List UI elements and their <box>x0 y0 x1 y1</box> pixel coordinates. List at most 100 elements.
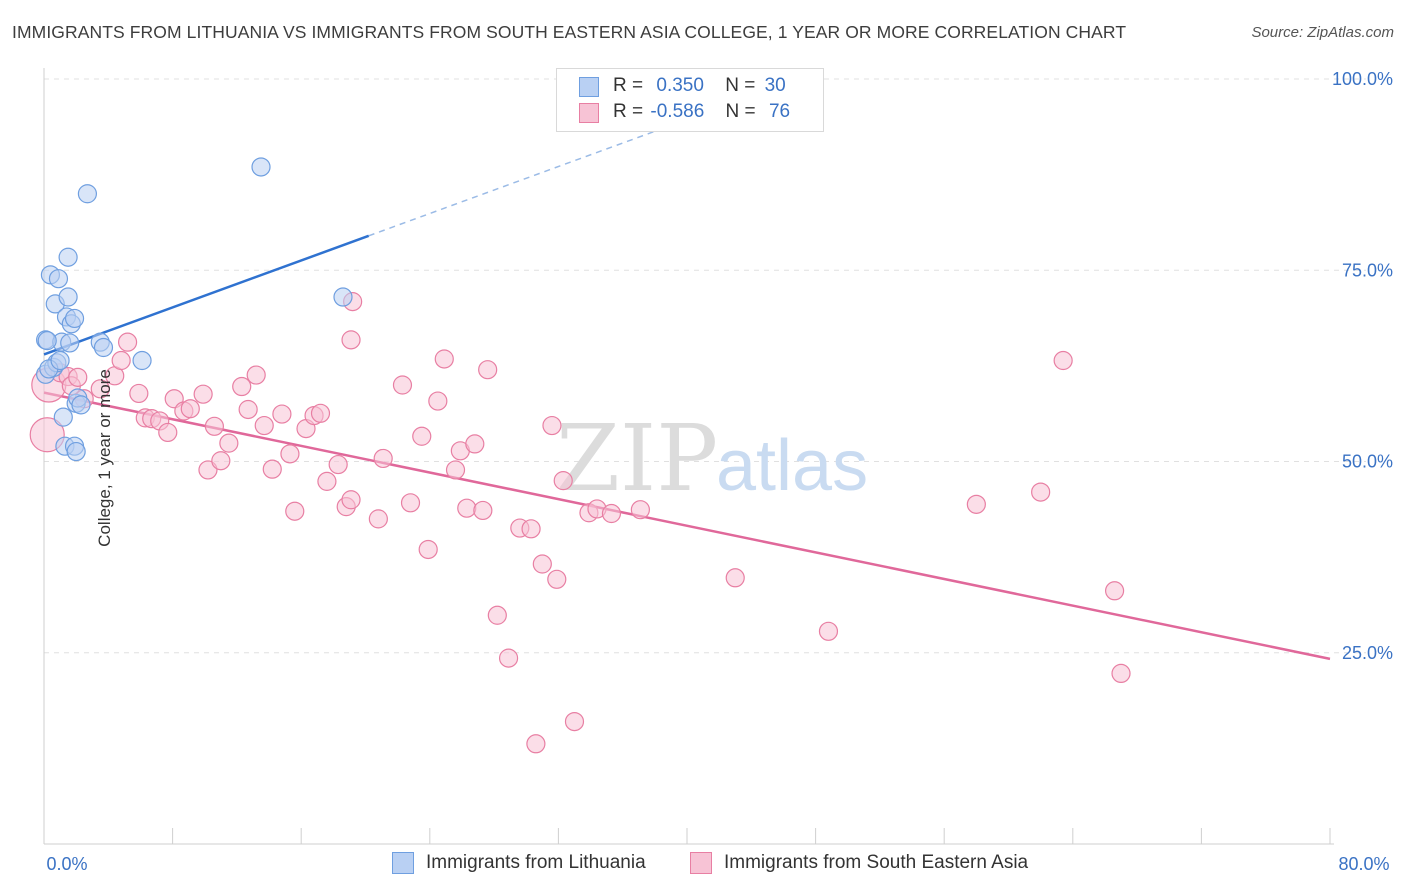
point-southeast-asia <box>317 471 337 491</box>
point-southeast-asia <box>553 471 573 491</box>
point-southeast-asia <box>564 711 585 732</box>
chart-title: IMMIGRANTS FROM LITHUANIA VS IMMIGRANTS … <box>12 22 1127 42</box>
point-lithuania <box>60 333 80 353</box>
lithuania-swatch <box>579 77 599 97</box>
point-southeast-asia <box>1111 663 1131 684</box>
point-southeast-asia <box>368 509 388 529</box>
n-label: N = <box>725 75 756 96</box>
point-southeast-asia <box>392 375 413 395</box>
point-lithuania <box>58 247 78 267</box>
point-southeast-asia <box>180 399 200 419</box>
point-southeast-asia <box>428 391 448 411</box>
y-tick-label: 25.0% <box>1342 643 1393 663</box>
point-southeast-asia <box>418 539 438 560</box>
n-value: 76 <box>768 101 791 122</box>
watermark-atlas: atlas <box>716 426 868 506</box>
point-southeast-asia <box>373 448 393 469</box>
r-value: -0.586 <box>650 101 705 122</box>
point-southeast-asia <box>117 332 138 352</box>
point-lithuania <box>77 184 98 204</box>
point-lithuania <box>132 350 152 371</box>
stats-legend: R = 0.350 N = 30 R = -0.586 N = 76 <box>556 68 824 132</box>
point-southeast-asia <box>1104 581 1125 601</box>
series-legend: Immigrants from Lithuania Immigrants fro… <box>0 850 1406 880</box>
point-southeast-asia <box>966 494 986 514</box>
point-southeast-asia <box>457 498 477 518</box>
point-southeast-asia <box>310 403 331 423</box>
point-southeast-asia <box>232 376 252 397</box>
grid-lines <box>44 78 1366 654</box>
point-lithuania <box>50 350 70 371</box>
point-southeast-asia <box>1053 350 1073 371</box>
point-southeast-asia <box>111 350 131 371</box>
point-southeast-asia <box>341 330 361 350</box>
lithuania-legend-swatch <box>392 852 414 874</box>
point-lithuania <box>71 395 91 415</box>
point-lithuania <box>251 157 271 177</box>
point-southeast-asia <box>542 415 562 436</box>
point-southeast-asia <box>498 648 519 668</box>
point-southeast-asia <box>341 490 361 510</box>
r-label: R = <box>613 75 644 96</box>
lithuania-legend-label: Immigrants from Lithuania <box>426 852 646 873</box>
point-southeast-asia <box>521 519 541 539</box>
axes <box>43 68 1334 845</box>
point-southeast-asia <box>246 365 266 385</box>
point-southeast-asia <box>90 379 110 399</box>
point-southeast-asia <box>254 415 274 436</box>
point-southeast-asia <box>280 444 300 464</box>
n-value: 30 <box>764 75 786 96</box>
point-southeast-asia <box>285 501 305 521</box>
y-axis-label: College, 1 year or more <box>94 369 114 547</box>
point-southeast-asia <box>262 459 282 479</box>
southeast-asia-legend-swatch <box>690 852 712 874</box>
point-southeast-asia <box>158 422 178 443</box>
point-lithuania <box>53 407 73 427</box>
n-label: N = <box>725 101 756 122</box>
tick-labels: 25.0% 50.0% 75.0% 100.0% 0.0% 80.0% <box>46 69 1393 874</box>
chart-source: Source: ZipAtlas.com <box>1251 24 1394 41</box>
point-lithuania <box>37 331 57 351</box>
y-tick-label: 50.0% <box>1342 452 1393 472</box>
trend-line-lithuania-extension <box>368 118 688 237</box>
x-tick-label: 0.0% <box>46 854 87 874</box>
point-southeast-asia <box>400 493 421 513</box>
point-southeast-asia <box>473 500 493 521</box>
point-southeast-asia <box>211 451 231 471</box>
point-southeast-asia <box>219 433 239 453</box>
point-southeast-asia <box>204 416 224 436</box>
point-lithuania <box>333 287 353 307</box>
point-southeast-asia <box>465 434 485 454</box>
point-southeast-asia <box>272 404 292 424</box>
point-lithuania <box>64 308 85 329</box>
point-southeast-asia <box>434 349 454 369</box>
point-southeast-asia <box>445 460 466 480</box>
point-southeast-asia <box>412 426 432 446</box>
y-tick-label: 75.0% <box>1342 260 1393 280</box>
southeast-asia-swatch <box>579 103 599 123</box>
watermark: ZIP atlas <box>556 405 868 512</box>
point-lithuania <box>66 441 86 462</box>
point-southeast-asia <box>68 367 88 387</box>
point-southeast-asia <box>547 569 567 589</box>
point-southeast-asia <box>725 568 745 588</box>
point-southeast-asia <box>193 384 213 404</box>
point-lithuania <box>48 269 69 289</box>
r-label: R = <box>613 101 644 122</box>
point-southeast-asia <box>818 621 839 641</box>
data-points <box>29 157 1131 754</box>
point-southeast-asia <box>532 554 552 574</box>
point-southeast-asia <box>601 503 622 524</box>
point-southeast-asia <box>129 383 149 404</box>
point-southeast-asia <box>238 399 258 420</box>
point-southeast-asia <box>1031 482 1051 502</box>
watermark-zip: ZIP <box>556 405 718 512</box>
r-value: 0.350 <box>656 75 704 96</box>
point-lithuania <box>58 287 78 307</box>
x-tick-label: 80.0% <box>1338 854 1389 874</box>
point-southeast-asia <box>328 454 348 475</box>
point-lithuania <box>93 337 114 358</box>
point-southeast-asia <box>630 500 650 520</box>
trend-line-southeast-asia <box>43 391 1331 661</box>
